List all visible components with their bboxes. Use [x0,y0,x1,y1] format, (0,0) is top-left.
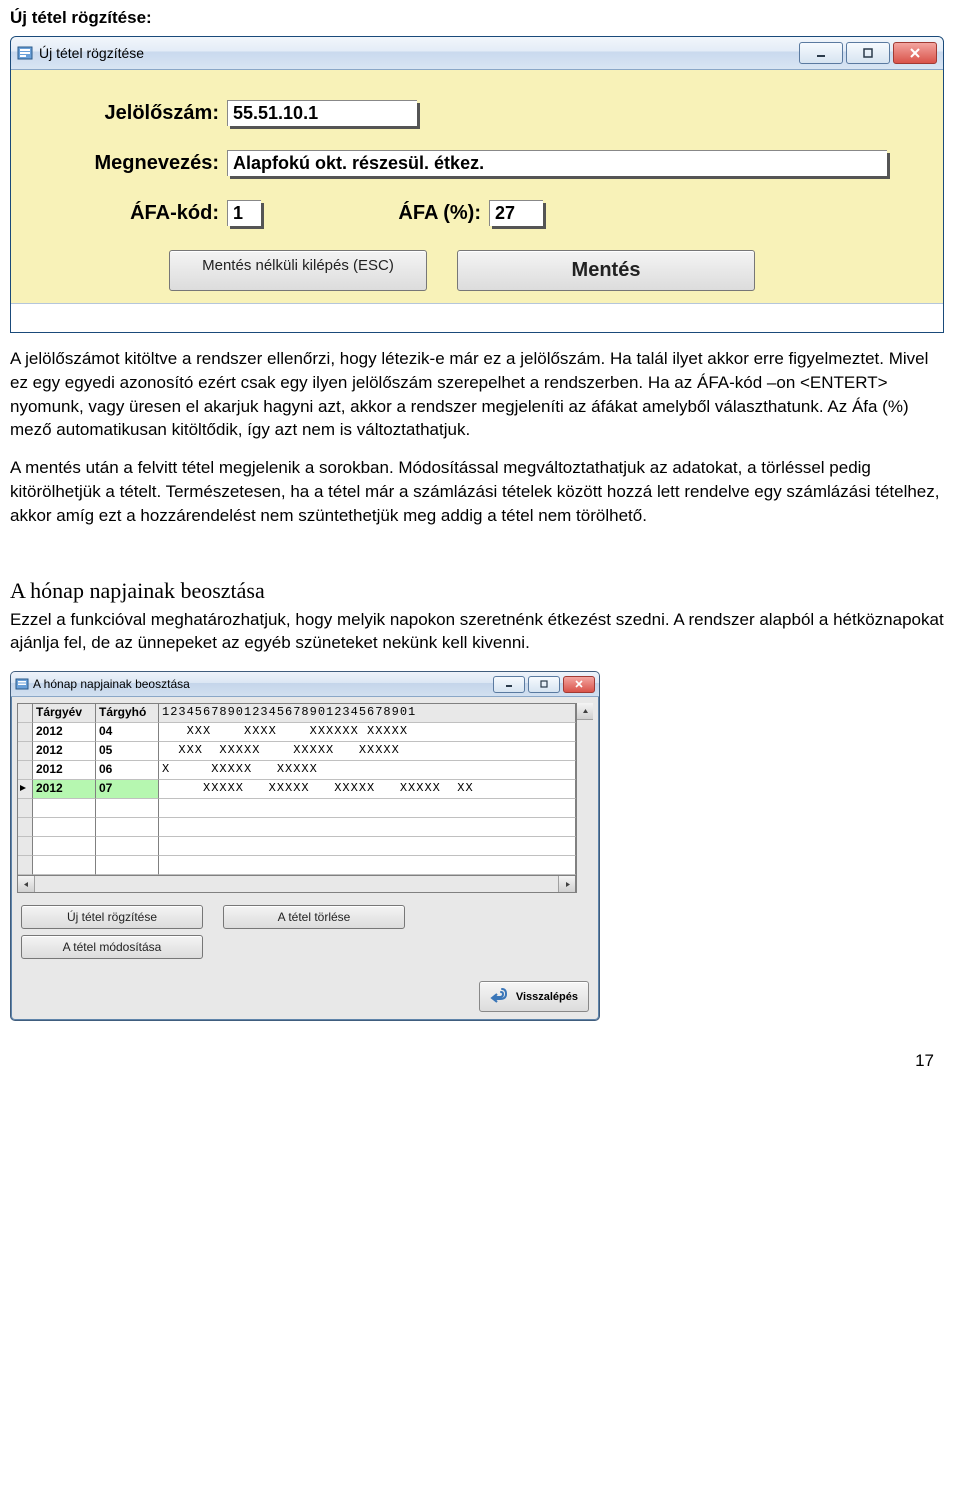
dialog1-body: Jelölőszám: Megnevezés: ÁFA-kód: ÁFA (%)… [11,70,943,303]
back-button[interactable]: Visszalépés [479,981,589,1012]
cell-month: 04 [96,723,159,742]
dialog2-title: A hónap napjainak beosztása [33,677,190,691]
dialog-new-item: Új tétel rögzítése Jelölőszám: Megnevezé… [10,36,944,333]
close-button[interactable] [893,42,937,64]
grid-data-row[interactable]: 201205 XXX XXXXX XXXXX XXXXX [18,742,576,761]
afa-pct-input[interactable] [489,200,543,226]
cancel-button[interactable]: Mentés nélküli kilépés (ESC) [169,250,427,291]
col-header-days: 1234567890123456789012345678901 [159,704,576,723]
dialog1-titlebar: Új tétel rögzítése [11,37,943,70]
grid-empty-row [18,799,576,818]
cell-month: 07 [96,780,159,799]
afa-pct-label: ÁFA (%): [261,202,489,225]
minimize-button[interactable] [493,676,525,693]
dialog1-statusbar [11,303,943,332]
cell-days: XXXXX XXXXX XXXXX XXXXX XX [159,780,576,799]
cell-days: X XXXXX XXXXX [159,761,576,780]
cell-year: 2012 [33,742,96,761]
app-icon [17,45,33,61]
grid-header-row: Tárgyév Tárgyhó 123456789012345678901234… [18,704,576,723]
jeloloszam-label: Jelölőszám: [29,102,227,125]
cell-year: 2012 [33,780,96,799]
grid-data-row[interactable]: 201206X XXXXX XXXXX [18,761,576,780]
cell-year: 2012 [33,723,96,742]
delete-item-button[interactable]: A tétel törlése [223,905,405,929]
modify-item-button[interactable]: A tétel módosítása [21,935,203,959]
grid-data-row[interactable]: 201207 XXXXX XXXXX XXXXX XXXXX XX [18,780,576,799]
megnevezes-label: Megnevezés: [29,152,227,175]
grid-empty-row [18,818,576,837]
cell-month: 06 [96,761,159,780]
cell-year: 2012 [33,761,96,780]
cell-month: 05 [96,742,159,761]
body-paragraph-2: A mentés után a felvitt tétel megjelenik… [10,456,950,527]
page-heading: Új tétel rögzítése: [10,8,950,28]
body-paragraph-1: A jelölőszámot kitöltve a rendszer ellen… [10,347,950,442]
back-button-label: Visszalépés [516,991,578,1003]
dialog-month-days: A hónap napjainak beosztása Tárgyév Tárg… [10,671,600,1021]
cell-days: XXX XXXX XXXXXX XXXXX [159,723,576,742]
grid-empty-row [18,837,576,856]
col-header-month: Tárgyhó [96,704,159,723]
jeloloszam-input[interactable] [227,100,417,126]
horizontal-scrollbar[interactable] [17,876,576,893]
row-indicator [18,723,33,742]
days-grid[interactable]: Tárgyév Tárgyhó 123456789012345678901234… [17,703,576,876]
minimize-button[interactable] [799,42,843,64]
dialog2-titlebar: A hónap napjainak beosztása [11,672,599,697]
page-number: 17 [10,1051,934,1071]
scroll-left-icon[interactable] [18,876,35,892]
megnevezes-input[interactable] [227,150,887,176]
body-paragraph-3: Ezzel a funkcióval meghatározhatjuk, hog… [10,608,950,656]
row-indicator [18,780,33,799]
save-button[interactable]: Mentés [457,250,755,291]
row-indicator [18,761,33,780]
maximize-button[interactable] [528,676,560,693]
row-indicator [18,742,33,761]
col-header-year: Tárgyév [33,704,96,723]
scroll-right-icon[interactable] [558,876,575,892]
close-button[interactable] [563,676,595,693]
app-icon [15,677,29,691]
dialog1-title: Új tétel rögzítése [39,45,144,61]
grid-empty-row [18,856,576,875]
cell-days: XXX XXXXX XXXXX XXXXX [159,742,576,761]
afa-kod-label: ÁFA-kód: [29,202,227,225]
new-item-button[interactable]: Új tétel rögzítése [21,905,203,929]
vertical-scrollbar[interactable] [576,703,593,893]
back-arrow-icon [488,986,510,1007]
afa-kod-input[interactable] [227,200,261,226]
maximize-button[interactable] [846,42,890,64]
scroll-up-icon[interactable] [577,703,593,720]
sub-heading: A hónap napjainak beosztása [10,578,950,604]
grid-data-row[interactable]: 201204 XXX XXXX XXXXXX XXXXX [18,723,576,742]
